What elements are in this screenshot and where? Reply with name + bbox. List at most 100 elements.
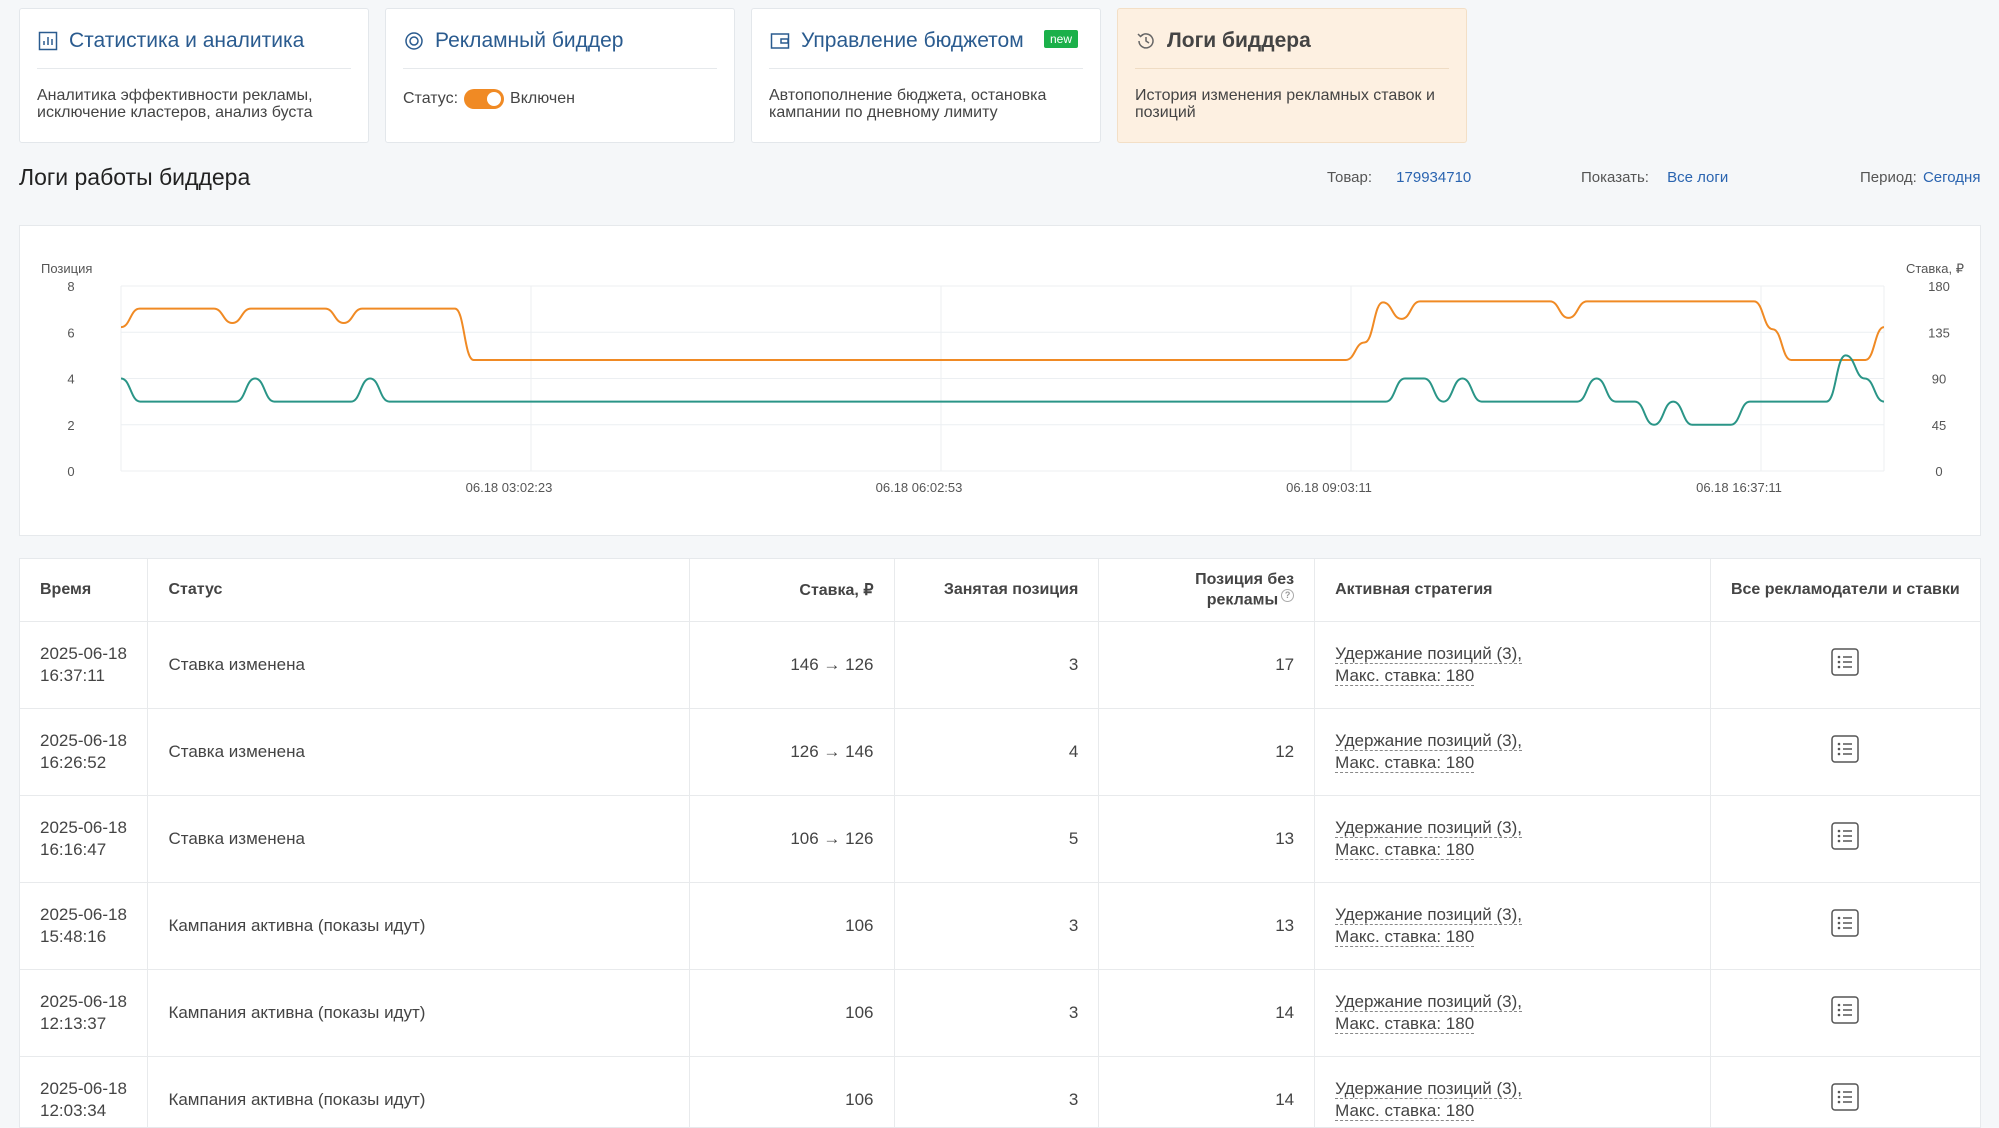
col-advertisers[interactable]: Все рекламодатели и ставки (1710, 559, 1980, 622)
strategy-line-2[interactable]: Макс. ставка: 180 (1335, 665, 1475, 686)
strategy-line-2[interactable]: Макс. ставка: 180 (1335, 752, 1475, 773)
list-icon[interactable] (1831, 735, 1860, 768)
cell-time: 2025-06-18 16:26:52 (20, 708, 149, 796)
y-axis-label-left: Позиция (41, 261, 92, 276)
card-description: Автопополнение бюджета, остановка кампан… (769, 87, 1047, 121)
strategy-line-1[interactable]: Удержание позиций (3), (1335, 817, 1523, 838)
cell-time: 2025-06-18 12:13:37 (20, 969, 149, 1057)
cell-strategy[interactable]: Удержание позиций (3), Макс. ставка: 180 (1314, 708, 1711, 796)
strategy-line-2[interactable]: Макс. ставка: 180 (1335, 839, 1475, 860)
list-icon[interactable] (1831, 1083, 1860, 1116)
card-logs-header: Логи биддера (1135, 27, 1449, 69)
cell-position-no-ads: 13 (1098, 795, 1316, 883)
cell-time: 2025-06-18 15:48:16 (20, 882, 149, 970)
strategy-line-1[interactable]: Удержание позиций (3), (1335, 643, 1523, 664)
col-status[interactable]: Статус (147, 559, 690, 622)
product-label: Товар: (1327, 169, 1372, 186)
chart-icon (37, 30, 59, 52)
col-position-no-ads[interactable]: Позиция без рекламы? (1098, 559, 1316, 622)
table-row: 2025-06-18 16:26:52 Ставка изменена 126 → 1… (20, 708, 1980, 796)
cell-position: 3 (894, 882, 1100, 970)
card-bidder-header: Рекламный биддер (403, 27, 717, 69)
strategy-line-1[interactable]: Удержание позиций (3), (1335, 991, 1523, 1012)
strategy-line-2[interactable]: Макс. ставка: 180 (1335, 926, 1475, 947)
y-tick-left: 8 (67, 279, 74, 294)
y-tick-left: 6 (67, 325, 74, 340)
status-value: Включен (510, 90, 575, 107)
cell-time: 2025-06-18 16:16:47 (20, 795, 149, 883)
cell-position: 3 (894, 621, 1100, 709)
cell-bid: 106 (689, 1056, 895, 1127)
x-tick-label: 06.18 03:02:23 (466, 480, 553, 495)
strategy-line-2[interactable]: Макс. ставка: 180 (1335, 1100, 1475, 1121)
cell-advertisers (1710, 795, 1980, 883)
x-tick-label: 06.18 16:37:11 (1696, 480, 1782, 495)
cell-status: Ставка изменена (147, 708, 690, 796)
cell-strategy[interactable]: Удержание позиций (3), Макс. ставка: 180 (1314, 882, 1711, 970)
y-tick-right: 90 (1932, 372, 1946, 387)
strategy-line-1[interactable]: Удержание позиций (3), (1335, 904, 1523, 925)
bidder-toggle[interactable] (464, 89, 505, 109)
list-icon[interactable] (1831, 822, 1860, 855)
cell-status: Кампания активна (показы идут) (147, 969, 690, 1057)
card-bidder[interactable]: Рекламный биддер Статус: Включен (385, 8, 735, 143)
wallet-icon (769, 30, 791, 52)
card-statistics-header: Статистика и аналитика (37, 27, 351, 69)
card-title: Управление бюджетом (801, 29, 1024, 52)
cell-time: 2025-06-18 16:37:11 (20, 621, 149, 709)
cell-clock: 12:03:34 (40, 1100, 107, 1120)
list-icon[interactable] (1831, 996, 1860, 1029)
card-title: Рекламный биддер (435, 29, 624, 52)
cell-bid: 146 → 126 (689, 621, 895, 709)
cell-clock: 16:37:11 (40, 665, 105, 685)
cell-position-no-ads: 13 (1098, 882, 1316, 970)
series-line-bid (120, 300, 1885, 361)
cell-position: 3 (894, 969, 1100, 1057)
cell-strategy[interactable]: Удержание позиций (3), Макс. ставка: 180 (1314, 1056, 1711, 1127)
product-link[interactable]: 179934710 (1396, 169, 1472, 186)
card-budget-header: Управление бюджетом new (769, 27, 1083, 69)
list-icon[interactable] (1831, 909, 1860, 942)
y-tick-right: 135 (1928, 325, 1950, 340)
cell-position: 4 (894, 708, 1100, 796)
period-dropdown[interactable]: Сегодня (1922, 169, 1981, 186)
cell-position: 5 (894, 795, 1100, 883)
cell-advertisers (1710, 708, 1980, 796)
cell-time: 2025-06-18 12:03:34 (20, 1056, 149, 1127)
cell-clock: 16:26:52 (40, 752, 107, 772)
strategy-line-1[interactable]: Удержание позиций (3), (1335, 1078, 1523, 1099)
table-row: 2025-06-18 16:37:11 Ставка изменена 146 → 1… (20, 621, 1980, 709)
table-row: 2025-06-18 12:13:37 Кампания активна (пока… (20, 969, 1980, 1057)
strategy-line-2[interactable]: Макс. ставка: 180 (1335, 1013, 1475, 1034)
chart-canvas: 0 0 2 45 4 90 6 135 8 180 06.18 03:02:23 06.18 06:0… (41, 261, 1964, 495)
list-icon[interactable] (1831, 648, 1860, 681)
help-icon[interactable]: ? (1281, 588, 1295, 602)
cell-bid: 106 (689, 882, 895, 970)
cell-strategy[interactable]: Удержание позиций (3), Макс. ставка: 180 (1314, 969, 1711, 1057)
col-time[interactable]: Время (20, 559, 149, 622)
cell-date: 2025-06-18 (40, 817, 127, 837)
col-strategy[interactable]: Активная стратегия (1314, 559, 1711, 622)
cell-date: 2025-06-18 (40, 904, 127, 924)
page-title: Логи работы биддера (19, 164, 251, 190)
card-title: Логи биддера (1167, 29, 1311, 52)
cell-strategy[interactable]: Удержание позиций (3), Макс. ставка: 180 (1314, 621, 1711, 709)
card-statistics[interactable]: Статистика и аналитика Аналитика эффекти… (19, 8, 369, 143)
table-row: 2025-06-18 12:03:34 Кампания активна (пока… (20, 1056, 1980, 1127)
col-position-no-ads-label: Позиция без рекламы (1195, 570, 1295, 608)
target-icon (403, 30, 425, 52)
cell-date: 2025-06-18 (40, 730, 127, 750)
col-position[interactable]: Занятая позиция (894, 559, 1100, 622)
show-dropdown[interactable]: Все логи (1667, 169, 1729, 186)
cell-clock: 15:48:16 (40, 926, 107, 946)
cell-clock: 16:16:47 (40, 839, 107, 859)
cell-position-no-ads: 17 (1098, 621, 1316, 709)
cell-date: 2025-06-18 (40, 643, 127, 663)
col-bid[interactable]: Ставка, ₽ (689, 559, 895, 622)
card-bidder-logs[interactable]: Логи биддера История изменения рекламных… (1117, 8, 1467, 143)
cell-advertisers (1710, 882, 1980, 970)
card-budget[interactable]: Управление бюджетом new Автопополнение б… (751, 8, 1101, 143)
strategy-line-1[interactable]: Удержание позиций (3), (1335, 730, 1523, 751)
x-tick-label: 06.18 06:02:53 (876, 480, 963, 495)
cell-strategy[interactable]: Удержание позиций (3), Макс. ставка: 180 (1314, 795, 1711, 883)
